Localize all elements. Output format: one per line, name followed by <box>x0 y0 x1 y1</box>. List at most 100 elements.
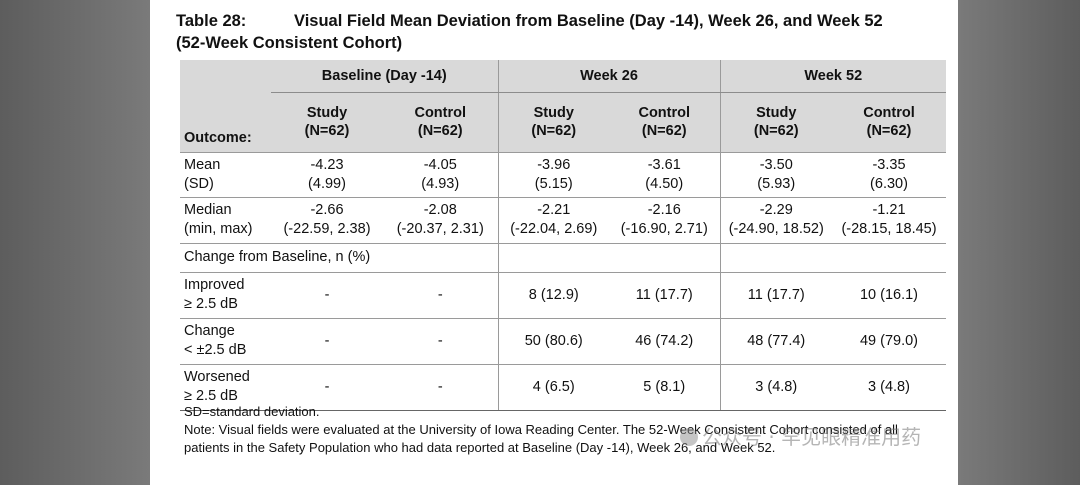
cell-value: -2.29 <box>759 202 793 218</box>
table-cell: -2.29 (-24.90, 18.52) <box>719 196 832 243</box>
table-cell: - <box>271 271 383 318</box>
table-cell: 3 (4.8) <box>719 363 832 411</box>
empty-cell <box>719 242 946 272</box>
arm-name: Study <box>306 105 348 122</box>
outcome-header: Outcome: <box>180 92 271 152</box>
table-number: Table 28: <box>176 12 247 30</box>
table-cell: 46 (74.2) <box>609 317 720 364</box>
table-cell: 10 (16.1) <box>832 271 946 318</box>
arm-n: (N=62) <box>866 123 912 140</box>
cell-range: (-20.37, 2.31) <box>396 221 484 237</box>
arm-header: Control (N=62) <box>383 92 498 152</box>
cell-value: -3.50 <box>759 156 793 173</box>
row-label-line: < ±2.5 dB <box>184 342 247 358</box>
table-cell: -4.05 (4.93) <box>383 151 498 197</box>
table-row-change-banner: Change from Baseline, n (%) <box>180 242 946 272</box>
table-cell: 3 (4.8) <box>832 363 946 411</box>
arm-name: Control <box>638 105 691 122</box>
table-cell: -2.08 (-20.37, 2.31) <box>383 196 498 243</box>
arm-name: Study <box>756 105 797 122</box>
row-label-line: Worsened <box>184 369 250 385</box>
row-label: Median (min, max) <box>180 196 271 243</box>
row-label: Change < ±2.5 dB <box>180 317 271 364</box>
right-dark-margin <box>958 0 1080 485</box>
table-cell: - <box>271 363 383 411</box>
arm-n: (N=62) <box>304 123 350 140</box>
row-label-line: Improved <box>184 277 245 293</box>
arm-name: Control <box>414 105 467 122</box>
cell-sd: (5.15) <box>534 175 573 192</box>
table-row-change: Change < ±2.5 dB - - 50 (80.6) 46 (74.2) … <box>180 317 946 364</box>
arm-header: Study (N=62) <box>271 92 383 152</box>
table-cell: -3.50 (5.93) <box>719 151 832 197</box>
empty-cell <box>497 242 720 272</box>
group-header-week52: Week 52 <box>719 60 946 93</box>
cell-value: -4.05 <box>423 156 457 173</box>
note-footnote: Note: Visual fields were evaluated at th… <box>184 422 898 455</box>
arm-header: Study (N=62) <box>497 92 609 152</box>
table-row-median: Median (min, max) -2.66 (-22.59, 2.38) -2.… <box>180 196 946 243</box>
cell-value: -2.66 <box>310 202 344 218</box>
arm-header-row: Outcome: Study (N=62) Control (N=62) Study… <box>180 92 946 152</box>
cell-range: (-22.04, 2.69) <box>510 221 598 237</box>
cell-range: (-28.15, 18.45) <box>841 221 937 237</box>
cell-value: -3.96 <box>537 156 571 173</box>
cell-value: -2.08 <box>423 202 457 218</box>
watermark: 公众号 · 罕见眼精准用药 <box>680 421 921 450</box>
cell-sd: (5.93) <box>757 175 796 192</box>
table-cell: -3.96 (5.15) <box>497 151 609 197</box>
table-cell: -1.21 (-28.15, 18.45) <box>832 196 946 243</box>
table-cell: 11 (17.7) <box>609 271 720 318</box>
cell-sd: (4.99) <box>308 175 346 192</box>
row-label-line: ≥ 2.5 dB <box>184 296 238 312</box>
visual-field-table: Baseline (Day -14) Week 26 Week 52 Outco… <box>180 60 946 411</box>
table-title: Table 28: Visual Field Mean Deviation fro… <box>176 10 956 54</box>
outcome-header-top <box>180 60 271 93</box>
arm-header: Control (N=62) <box>609 92 720 152</box>
arm-header: Control (N=62) <box>832 92 946 152</box>
table-cell: - <box>271 317 383 364</box>
table-cell: -3.35 (6.30) <box>832 151 946 197</box>
group-header-week26: Week 26 <box>497 60 720 93</box>
row-label-line: Mean <box>184 156 221 173</box>
arm-n: (N=62) <box>753 123 799 140</box>
row-label-line: ≥ 2.5 dB <box>184 388 238 404</box>
arm-header: Study (N=62) <box>719 92 832 152</box>
table-cell: 48 (77.4) <box>719 317 832 364</box>
cell-value: -2.16 <box>647 202 681 218</box>
table-cell: 8 (12.9) <box>497 271 609 318</box>
table-cell: -2.66 (-22.59, 2.38) <box>271 196 383 243</box>
table-notes: SD=standard deviation. Note: Visual fiel… <box>184 403 924 457</box>
table-cell: 11 (17.7) <box>719 271 832 318</box>
table-cell: - <box>383 363 498 411</box>
row-label: Improved ≥ 2.5 dB <box>180 271 271 318</box>
row-label: Worsened ≥ 2.5 dB <box>180 363 271 411</box>
table-cell: 50 (80.6) <box>497 317 609 364</box>
cell-range: (-24.90, 18.52) <box>728 221 824 237</box>
row-label-line: (min, max) <box>184 221 253 237</box>
row-label-line: Change <box>184 323 235 339</box>
table-row-improved: Improved ≥ 2.5 dB - - 8 (12.9) 11 (17.7) … <box>180 271 946 318</box>
group-header-row: Baseline (Day -14) Week 26 Week 52 <box>180 60 946 93</box>
arm-n: (N=62) <box>641 123 687 140</box>
table-cell: 5 (8.1) <box>609 363 720 411</box>
table-cell: 4 (6.5) <box>497 363 609 411</box>
sd-footnote: SD=standard deviation. <box>184 404 320 419</box>
arm-n: (N=62) <box>417 123 463 140</box>
wechat-icon <box>680 428 698 446</box>
cell-value: -3.35 <box>872 156 906 173</box>
table-cell: -3.61 (4.50) <box>609 151 720 197</box>
cell-range: (-16.90, 2.71) <box>620 221 708 237</box>
change-from-baseline-label: Change from Baseline, n (%) <box>180 242 498 272</box>
cell-value: -1.21 <box>872 202 906 218</box>
arm-n: (N=62) <box>531 123 577 140</box>
group-header-baseline: Baseline (Day -14) <box>271 60 498 93</box>
document-page: Table 28: Visual Field Mean Deviation fro… <box>150 0 958 485</box>
title-line-2: (52-Week Consistent Cohort) <box>176 34 403 52</box>
title-line-1: Visual Field Mean Deviation from Baselin… <box>294 12 883 30</box>
table-cell: -4.23 (4.99) <box>271 151 383 197</box>
cell-value: -4.23 <box>310 156 344 173</box>
table-cell: - <box>383 317 498 364</box>
table-cell: - <box>383 271 498 318</box>
row-label: Mean (SD) <box>180 151 271 197</box>
